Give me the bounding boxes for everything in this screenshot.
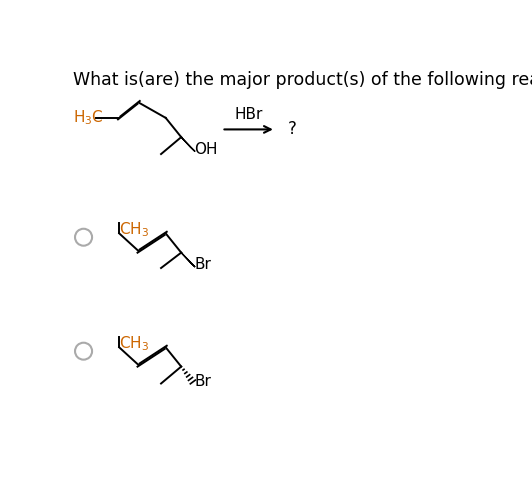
Text: What is(are) the major product(s) of the following reaction ?: What is(are) the major product(s) of the… bbox=[73, 71, 532, 89]
Text: CH$_3$: CH$_3$ bbox=[119, 334, 149, 353]
Text: Br: Br bbox=[194, 374, 211, 389]
Polygon shape bbox=[181, 137, 195, 151]
Text: CH$_3$: CH$_3$ bbox=[119, 220, 149, 239]
Text: Br: Br bbox=[194, 258, 211, 273]
Polygon shape bbox=[181, 253, 195, 267]
Text: H$_3$C: H$_3$C bbox=[73, 109, 103, 127]
Text: ?: ? bbox=[287, 120, 296, 138]
Text: OH: OH bbox=[194, 142, 218, 157]
Text: HBr: HBr bbox=[235, 107, 263, 122]
